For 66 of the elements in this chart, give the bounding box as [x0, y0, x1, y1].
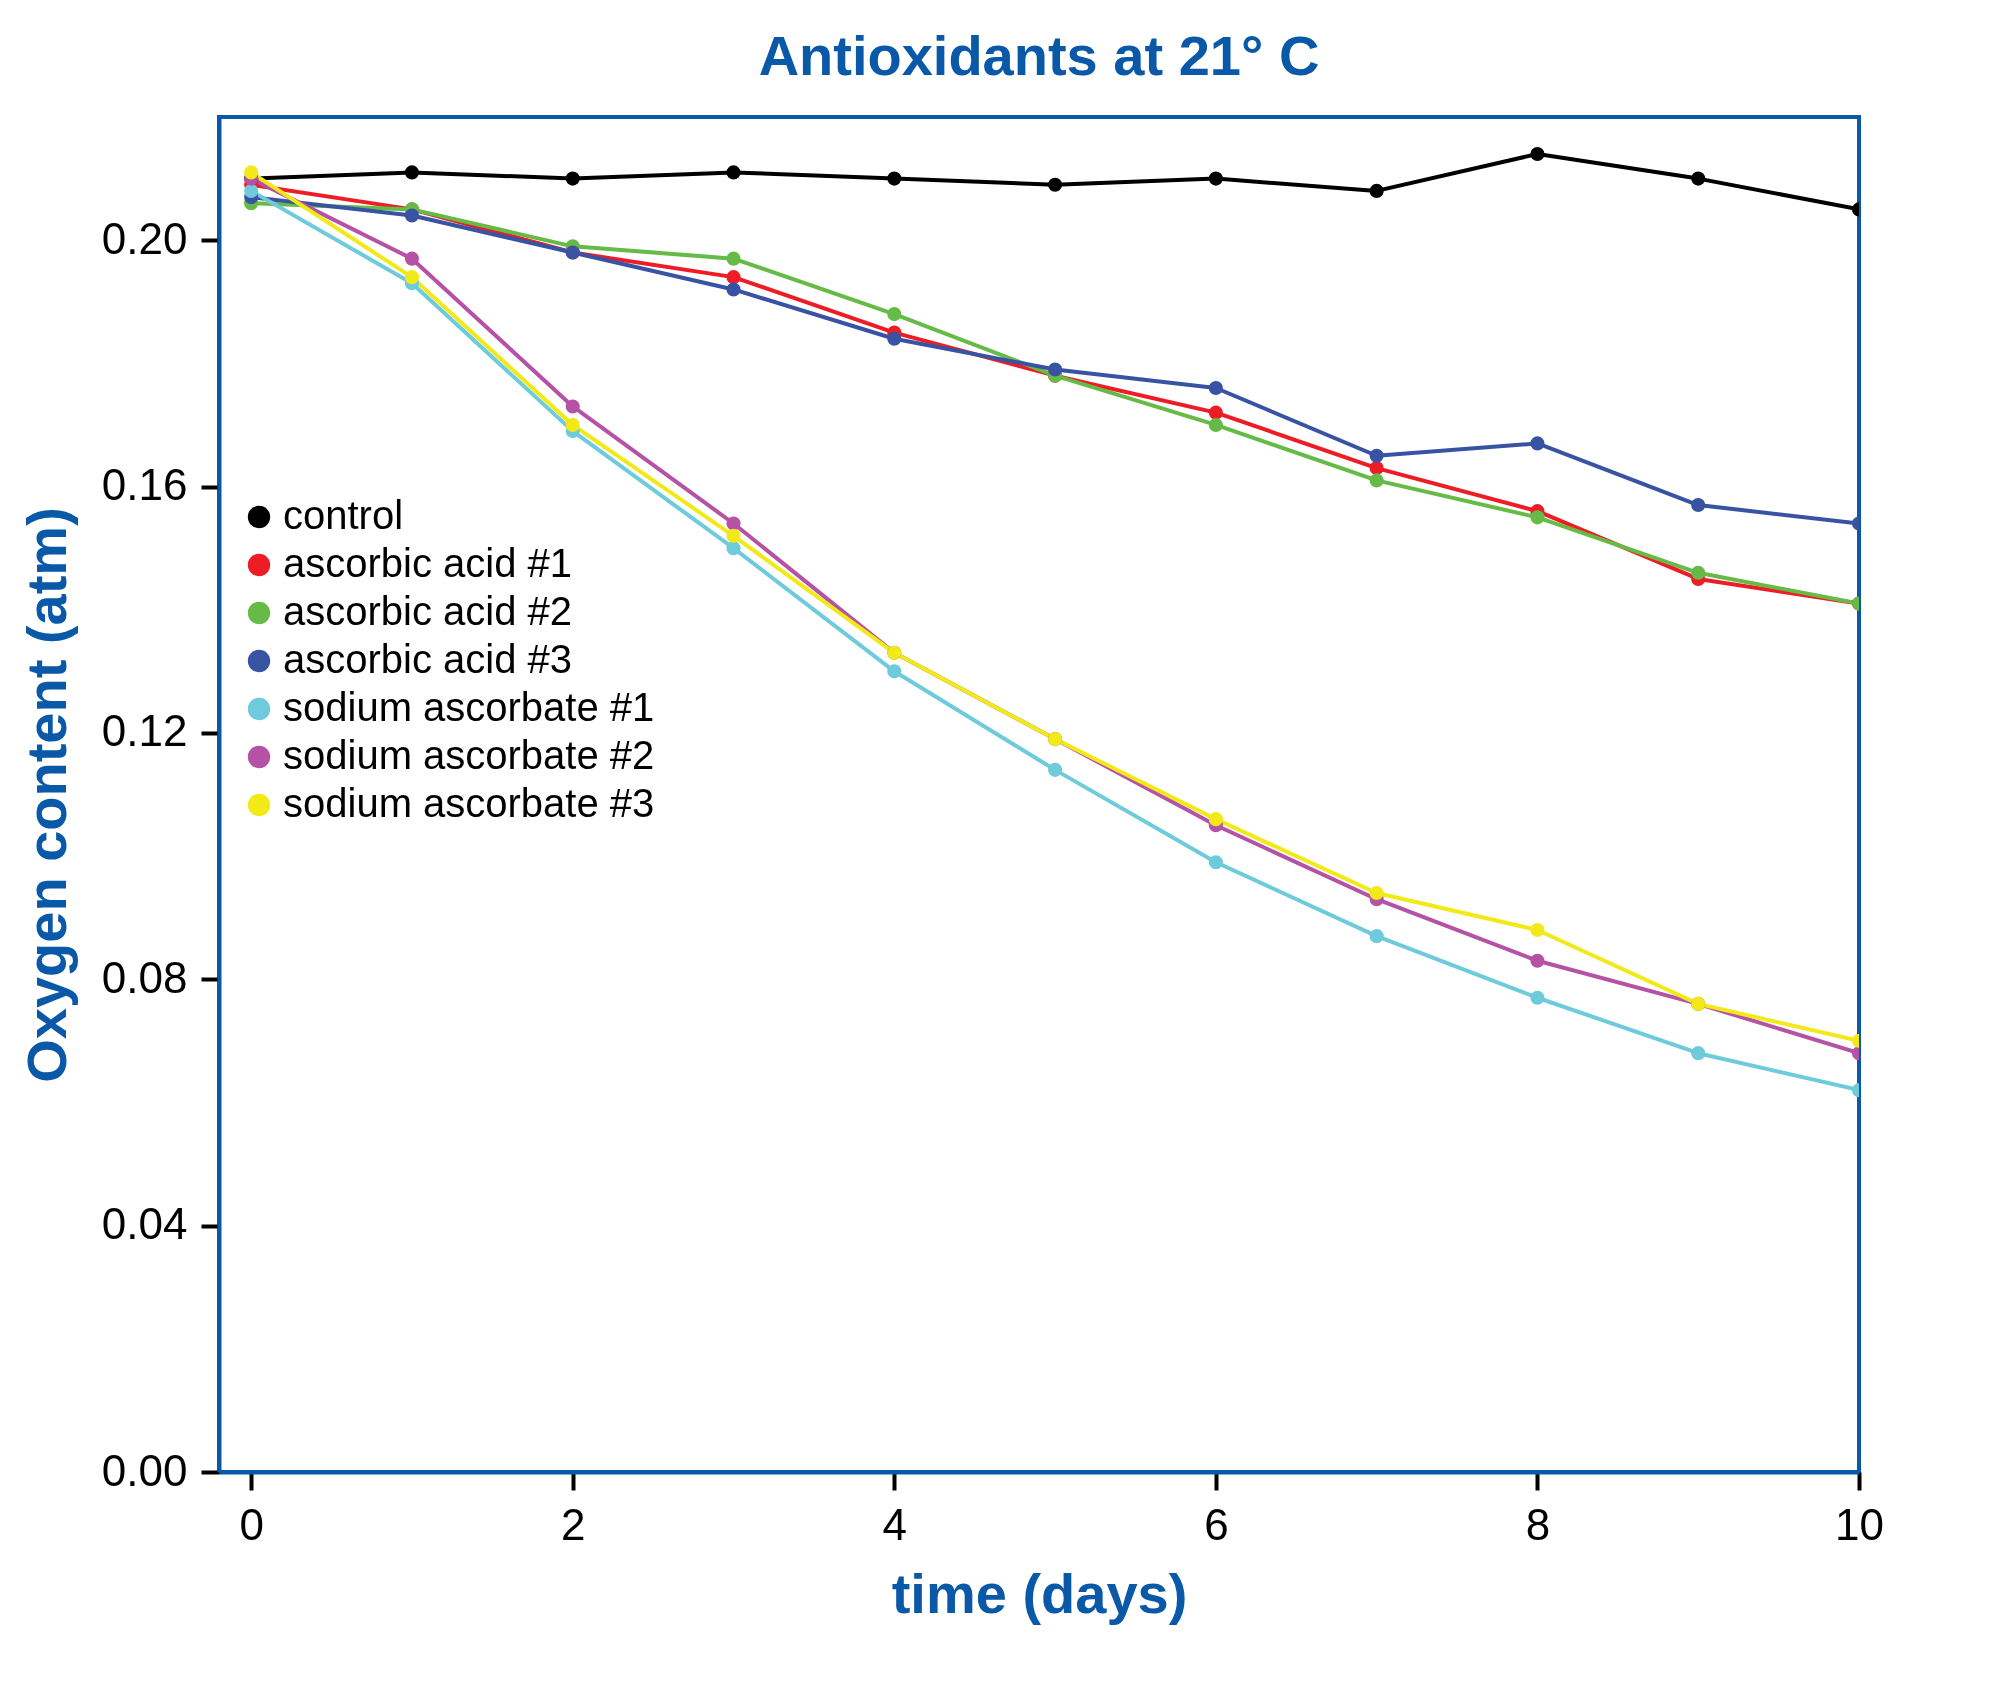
- point: [1048, 762, 1063, 777]
- point: [1369, 885, 1384, 901]
- point: [1530, 436, 1545, 451]
- point: [1208, 405, 1223, 420]
- x-tick-label: 8: [1525, 1499, 1551, 1549]
- point: [726, 165, 741, 180]
- point: [1530, 922, 1545, 938]
- point: [1208, 380, 1223, 396]
- legend-label: ascorbic acid #3: [283, 637, 573, 681]
- y-tick-label: 0.20: [101, 213, 188, 263]
- point: [565, 399, 580, 414]
- legend-label: sodium ascorbate #2: [283, 733, 655, 777]
- legend-label: ascorbic acid #1: [283, 541, 573, 585]
- point: [404, 251, 420, 266]
- point: [726, 270, 741, 285]
- point: [1369, 929, 1384, 944]
- point: [726, 528, 741, 543]
- chart-title: Antioxidants at 21° C: [758, 24, 1320, 87]
- point: [1530, 990, 1545, 1005]
- point: [565, 417, 580, 433]
- x-tick-label: 10: [1835, 1499, 1884, 1549]
- point: [1369, 473, 1384, 488]
- point: [1530, 953, 1545, 968]
- x-axis-title: time (days): [891, 1561, 1188, 1625]
- point: [1691, 497, 1706, 513]
- y-tick-label: 0.16: [101, 460, 188, 510]
- point: [1530, 146, 1545, 162]
- x-tick-label: 6: [1204, 1499, 1229, 1549]
- legend-label: sodium ascorbate #1: [283, 685, 655, 729]
- point: [726, 541, 741, 556]
- point: [404, 165, 420, 180]
- point: [887, 664, 902, 679]
- point: [726, 251, 741, 266]
- y-axis-title: Oxygen content (atm): [14, 507, 78, 1083]
- point: [1048, 362, 1063, 377]
- point: [887, 307, 902, 322]
- legend-label: sodium ascorbate #3: [283, 781, 655, 825]
- y-tick-label: 0.04: [101, 1199, 188, 1249]
- point: [1208, 812, 1223, 827]
- point: [404, 208, 420, 223]
- y-tick-label: 0.08: [101, 952, 188, 1002]
- x-tick-label: 0: [239, 1499, 264, 1549]
- point: [1530, 510, 1545, 525]
- y-tick-label: 0.12: [101, 706, 188, 756]
- point: [1691, 565, 1706, 580]
- point: [1691, 1046, 1706, 1061]
- point: [1048, 177, 1063, 192]
- x-tick-label: 4: [882, 1499, 908, 1549]
- point: [887, 171, 902, 186]
- point: [244, 183, 259, 198]
- point: [726, 516, 741, 531]
- legend-label: ascorbic acid #2: [283, 589, 573, 633]
- y-tick-label: 0.00: [101, 1445, 188, 1495]
- point: [887, 331, 902, 346]
- point: [565, 171, 580, 186]
- point: [244, 165, 259, 180]
- point: [1208, 171, 1223, 186]
- point: [726, 282, 741, 297]
- point: [404, 270, 420, 285]
- legend-label: control: [283, 493, 404, 537]
- point: [1369, 448, 1384, 463]
- point: [1369, 183, 1384, 198]
- x-tick-label: 2: [560, 1499, 586, 1549]
- point: [1208, 417, 1223, 433]
- point: [1208, 855, 1223, 870]
- point: [1691, 171, 1706, 186]
